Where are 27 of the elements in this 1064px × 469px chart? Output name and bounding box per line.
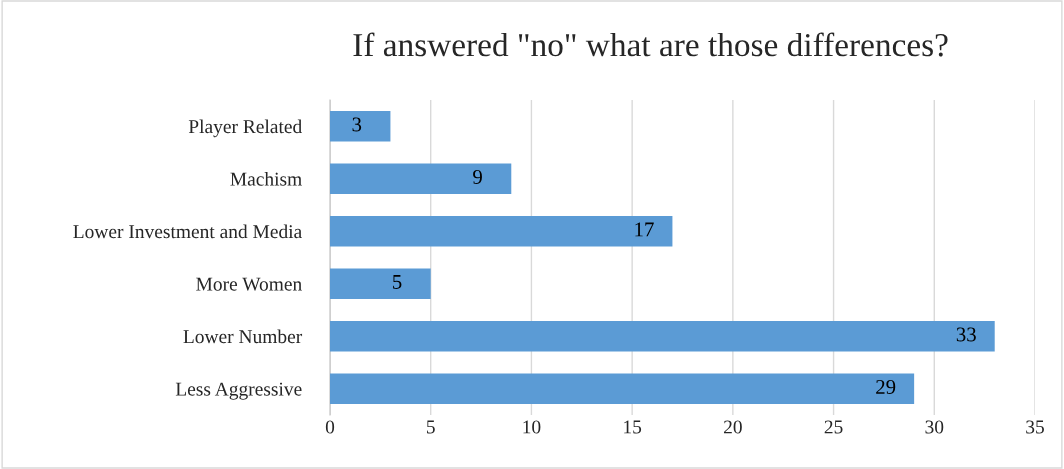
bar (330, 268, 431, 299)
x-tick-label: 15 (624, 420, 642, 434)
y-tick-label: More Women (196, 277, 302, 291)
chart-title: If answered "no" what are those differences? (353, 32, 948, 57)
bar (330, 373, 915, 404)
y-tick-label: Less Aggressive (175, 382, 302, 400)
bar (330, 163, 512, 194)
data-label: 29 (876, 379, 896, 394)
data-label: 3 (352, 117, 362, 132)
y-tick-label: Player Related (188, 119, 302, 138)
y-tick-label: Lower Number (183, 329, 303, 344)
x-tick-label: 0 (325, 420, 335, 434)
bar (330, 321, 995, 352)
y-tick-label: Machism (230, 172, 302, 186)
x-tick-label: 20 (723, 420, 742, 434)
data-label: 9 (473, 169, 482, 184)
data-label: 17 (635, 222, 654, 237)
x-tick-label: 30 (925, 420, 944, 434)
x-tick-label: 35 (1026, 420, 1044, 434)
data-label: 33 (956, 327, 976, 342)
x-tick-label: 25 (824, 420, 843, 434)
x-tick-label: 5 (426, 420, 435, 434)
x-tick-label: 10 (523, 420, 541, 434)
bar (330, 216, 673, 247)
y-tick-label: Lower Investment and Media (73, 224, 302, 239)
bar (330, 111, 391, 142)
data-label: 5 (393, 275, 402, 289)
